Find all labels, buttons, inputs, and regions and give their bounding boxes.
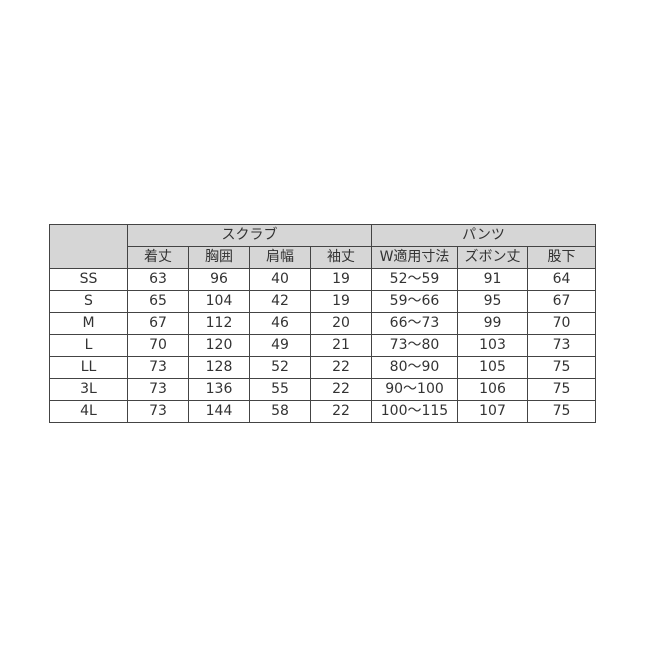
table-cell: 120 xyxy=(188,334,250,357)
table-cell: 136 xyxy=(188,378,250,401)
table-cell: 80～90 xyxy=(371,356,458,379)
table-cell: 66～73 xyxy=(371,312,458,335)
table-cell: 64 xyxy=(527,268,596,291)
group-header-pants: パンツ xyxy=(371,224,596,247)
size-label: M xyxy=(49,312,128,335)
table-cell: 73 xyxy=(127,356,189,379)
table-cell: 52～59 xyxy=(371,268,458,291)
table-row: L 70 120 49 21 73～80 103 73 xyxy=(49,334,596,357)
table-cell: 73～80 xyxy=(371,334,458,357)
size-label: SS xyxy=(49,268,128,291)
column-header: 肩幅 xyxy=(249,246,311,269)
size-label: S xyxy=(49,290,128,313)
table-cell: 73 xyxy=(127,378,189,401)
table-cell: 104 xyxy=(188,290,250,313)
table-cell: 73 xyxy=(127,400,189,423)
table-row: M 67 112 46 20 66～73 99 70 xyxy=(49,312,596,335)
column-header: W適用寸法 xyxy=(371,246,458,269)
table-cell: 107 xyxy=(457,400,528,423)
table-cell: 105 xyxy=(457,356,528,379)
table-cell: 73 xyxy=(527,334,596,357)
table-row: S 65 104 42 19 59～66 95 67 xyxy=(49,290,596,313)
table-row: LL 73 128 52 22 80～90 105 75 xyxy=(49,356,596,379)
table-cell: 106 xyxy=(457,378,528,401)
table-cell: 46 xyxy=(249,312,311,335)
size-label: LL xyxy=(49,356,128,379)
table-cell: 75 xyxy=(527,356,596,379)
table-cell: 21 xyxy=(310,334,372,357)
column-header: 着丈 xyxy=(127,246,189,269)
table-cell: 49 xyxy=(249,334,311,357)
table-cell: 67 xyxy=(127,312,189,335)
column-header: ズボン丈 xyxy=(457,246,528,269)
table-cell: 70 xyxy=(527,312,596,335)
table-cell: 59～66 xyxy=(371,290,458,313)
column-header: 袖丈 xyxy=(310,246,372,269)
column-header-row: 着丈 胸囲 肩幅 袖丈 W適用寸法 ズボン丈 股下 xyxy=(50,246,596,269)
table-cell: 95 xyxy=(457,290,528,313)
table-cell: 40 xyxy=(249,268,311,291)
table-cell: 63 xyxy=(127,268,189,291)
table-cell: 99 xyxy=(457,312,528,335)
table-cell: 103 xyxy=(457,334,528,357)
table-cell: 90～100 xyxy=(371,378,458,401)
table-row: 3L 73 136 55 22 90～100 106 75 xyxy=(49,378,596,401)
table-cell: 70 xyxy=(127,334,189,357)
table-cell: 144 xyxy=(188,400,250,423)
table-cell: 22 xyxy=(310,400,372,423)
table-cell: 55 xyxy=(249,378,311,401)
table-cell: 67 xyxy=(527,290,596,313)
size-label: L xyxy=(49,334,128,357)
table-cell: 22 xyxy=(310,356,372,379)
table-cell: 42 xyxy=(249,290,311,313)
corner-cell xyxy=(49,224,128,269)
group-header-row: スクラブ パンツ xyxy=(49,224,596,269)
table-cell: 91 xyxy=(457,268,528,291)
table-cell: 75 xyxy=(527,400,596,423)
table-cell: 128 xyxy=(188,356,250,379)
table-cell: 22 xyxy=(310,378,372,401)
column-header: 胸囲 xyxy=(188,246,250,269)
table-row: 4L 73 144 58 22 100～115 107 75 xyxy=(49,400,596,423)
column-header: 股下 xyxy=(527,246,596,269)
size-chart-table: スクラブ パンツ 着丈 胸囲 肩幅 袖丈 W適用寸法 ズボン丈 股下 SS 63 96 40 19 5… xyxy=(49,224,596,423)
table-cell: 20 xyxy=(310,312,372,335)
table-cell: 19 xyxy=(310,268,372,291)
size-label: 3L xyxy=(49,378,128,401)
table-cell: 100～115 xyxy=(371,400,458,423)
table-cell: 75 xyxy=(527,378,596,401)
table-cell: 52 xyxy=(249,356,311,379)
table-cell: 112 xyxy=(188,312,250,335)
table-cell: 19 xyxy=(310,290,372,313)
table-cell: 58 xyxy=(249,400,311,423)
table-row: SS 63 96 40 19 52～59 91 64 xyxy=(49,268,596,291)
table-cell: 65 xyxy=(127,290,189,313)
table-cell: 96 xyxy=(188,268,250,291)
group-header-scrubs: スクラブ xyxy=(127,224,372,247)
size-label: 4L xyxy=(49,400,128,423)
